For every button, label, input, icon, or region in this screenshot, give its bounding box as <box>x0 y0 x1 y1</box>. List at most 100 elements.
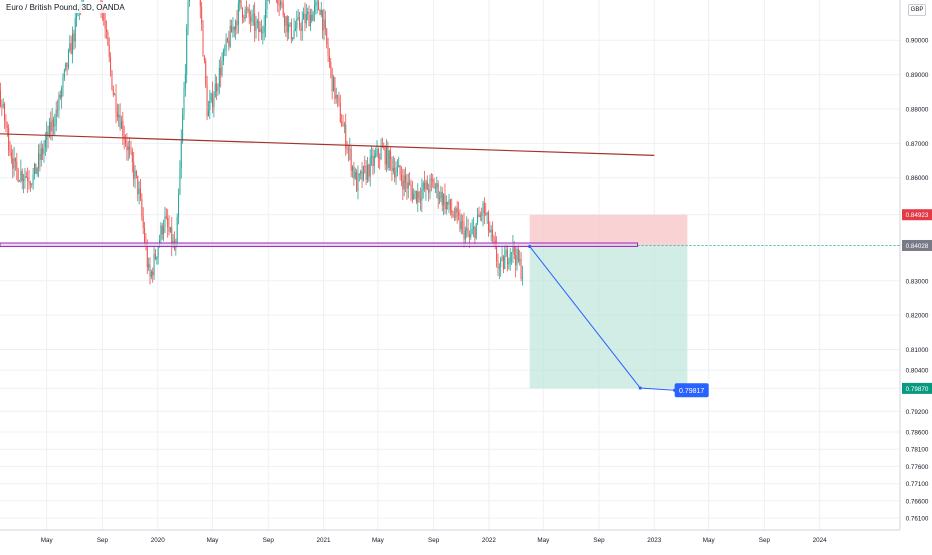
candle-body <box>444 194 445 209</box>
candle-body <box>155 254 156 259</box>
candle-body <box>314 6 315 12</box>
candle-body <box>22 171 23 181</box>
candle-body <box>164 216 165 227</box>
candle-body <box>231 26 232 33</box>
candle-body <box>72 34 73 55</box>
candle-body <box>163 227 164 234</box>
projection-point[interactable] <box>528 245 531 248</box>
candle-body <box>245 9 246 18</box>
candle-body <box>406 182 407 188</box>
candle-body <box>0 90 1 106</box>
candle-body <box>116 94 117 113</box>
candle-body <box>288 24 289 32</box>
candle-body <box>241 0 242 8</box>
candle-body <box>5 121 6 126</box>
candle-body <box>489 230 490 232</box>
candle-body <box>332 68 333 91</box>
candle-body <box>52 119 53 131</box>
candle-body <box>227 39 228 41</box>
candle-body <box>381 147 382 159</box>
candle-body <box>205 61 206 85</box>
price-axis-label: 0.89000 <box>906 72 929 79</box>
candle-body <box>68 51 69 68</box>
candle-body <box>492 230 493 237</box>
candle-body <box>128 147 129 150</box>
candle-body <box>262 32 263 33</box>
candle-body <box>230 26 231 47</box>
candle-body <box>232 27 233 32</box>
candle-body <box>367 165 368 180</box>
candle-body <box>329 56 330 62</box>
time-axis-label: May <box>41 537 54 544</box>
candle-body <box>298 17 299 19</box>
candle-body <box>360 171 361 174</box>
candle-body <box>11 153 12 159</box>
candle-body <box>496 246 497 262</box>
candle-body <box>353 167 354 179</box>
currency-button[interactable]: GBP <box>908 4 926 16</box>
candle-body <box>177 217 178 247</box>
resistance-zone-rectangle[interactable] <box>0 243 638 246</box>
candle-body <box>410 184 411 189</box>
candle-body <box>121 121 122 129</box>
candle-body <box>368 165 369 177</box>
candle-body <box>435 187 436 188</box>
candle-body <box>211 93 212 101</box>
candle-body <box>439 198 440 199</box>
candle-body <box>371 156 372 157</box>
candle-body <box>328 44 329 56</box>
candle-body <box>154 254 155 275</box>
candle-body <box>517 249 518 265</box>
candle-body <box>521 259 522 278</box>
candle-body <box>402 180 403 189</box>
candle-body <box>449 200 450 205</box>
candle-body <box>355 172 356 179</box>
candle-body <box>291 23 292 40</box>
symbol-title[interactable]: Euro / British Pound, 3D, OANDA <box>4 2 127 13</box>
candle-body <box>16 162 17 170</box>
candle-body <box>158 247 159 257</box>
price-axis-label: 0.88000 <box>906 106 929 113</box>
take-profit-zone[interactable] <box>530 245 688 388</box>
price-axis-label: 0.78600 <box>906 430 929 437</box>
candle-body <box>8 128 9 150</box>
candle-body <box>4 104 5 121</box>
candle-body <box>443 194 444 205</box>
candle-body <box>15 158 16 162</box>
candle-body <box>222 61 223 75</box>
candle-body <box>236 21 237 25</box>
candle-body <box>352 167 353 171</box>
candle-body <box>37 168 38 174</box>
candle-body <box>309 12 310 26</box>
stop-loss-zone[interactable] <box>530 215 688 246</box>
candle-body <box>3 104 4 107</box>
candle-body <box>374 156 375 166</box>
candle-body <box>111 71 112 90</box>
candle-body <box>438 183 439 199</box>
projection-label-text: 0.79817 <box>679 388 704 395</box>
candle-body <box>450 200 451 211</box>
projection-point[interactable] <box>639 386 642 389</box>
candle-body <box>343 126 344 127</box>
candle-body <box>277 0 278 4</box>
candle-body <box>43 147 44 154</box>
candle-body <box>506 250 507 256</box>
candle-body <box>75 18 76 41</box>
candle-body <box>480 215 481 217</box>
candle-body <box>201 7 202 24</box>
candle-body <box>436 183 437 187</box>
time-axis-label: Sep <box>428 537 440 544</box>
candle-body <box>434 182 435 189</box>
candle-body <box>140 189 141 199</box>
candle-body <box>39 154 40 160</box>
candle-body <box>417 192 418 202</box>
price-axis-badge-label: 0.84028 <box>906 243 929 250</box>
candle-body <box>461 221 462 229</box>
candle-body <box>340 102 341 121</box>
candle-body <box>216 84 217 91</box>
candle-body <box>283 3 284 15</box>
candle-body <box>337 95 338 97</box>
